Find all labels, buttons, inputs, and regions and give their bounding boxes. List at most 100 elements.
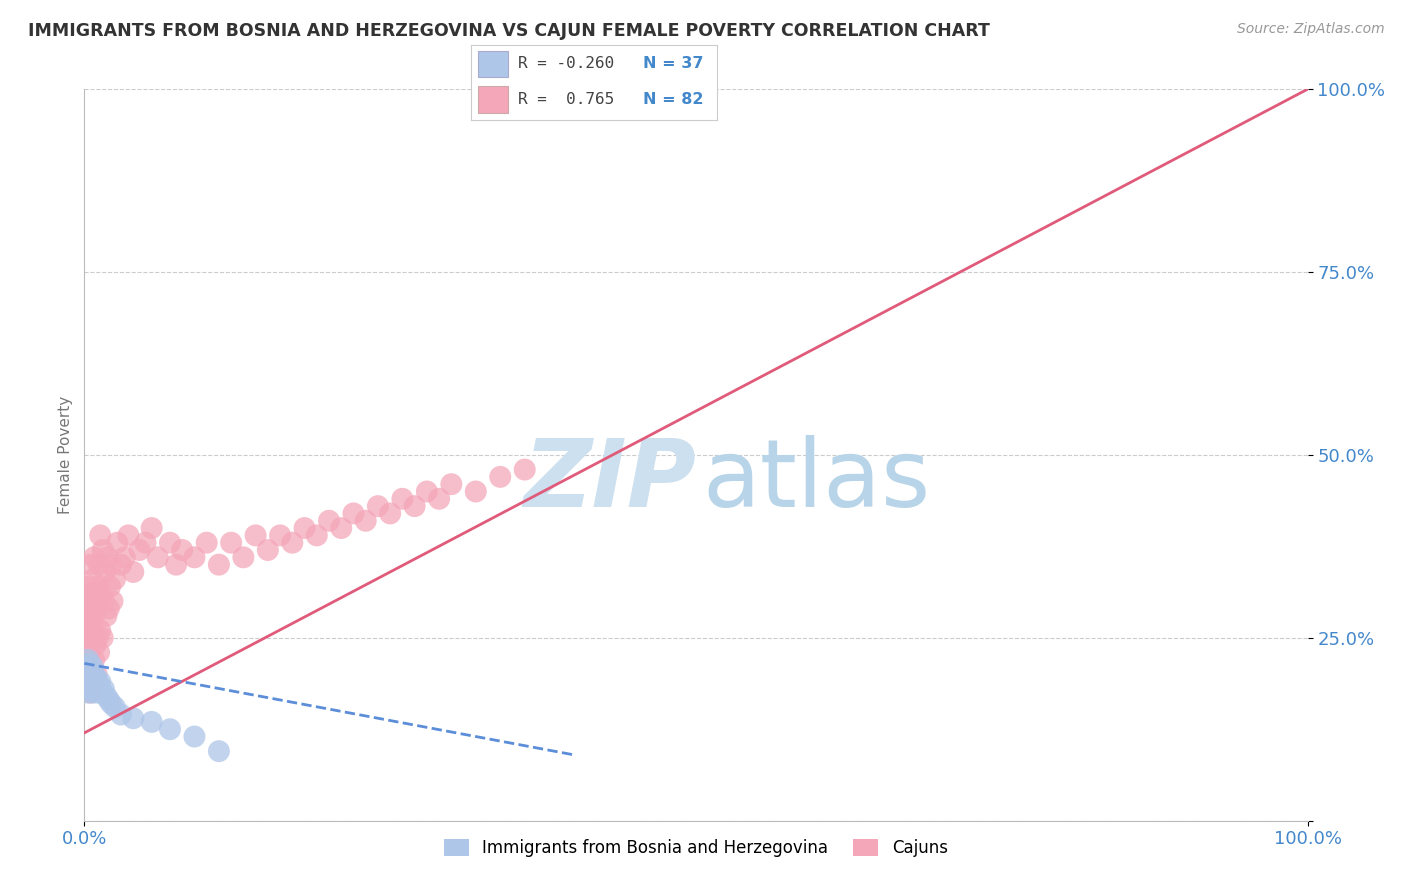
Point — [354, 514, 377, 528]
Point — [93, 594, 115, 608]
Point — [305, 528, 328, 542]
Point — [87, 645, 110, 659]
Legend: Immigrants from Bosnia and Herzegovina, Cajuns: Immigrants from Bosnia and Herzegovina, … — [437, 832, 955, 863]
Point — [367, 499, 389, 513]
Point — [82, 572, 104, 586]
Point — [97, 550, 120, 565]
Point — [96, 608, 118, 623]
Point — [97, 693, 120, 707]
Point — [232, 550, 254, 565]
Point — [94, 565, 117, 579]
Point — [79, 671, 101, 685]
Point — [219, 535, 242, 549]
Point — [513, 462, 536, 476]
Point — [104, 700, 127, 714]
Point — [83, 653, 105, 667]
Point — [110, 558, 132, 572]
Text: N = 82: N = 82 — [644, 92, 704, 107]
Point — [427, 491, 450, 506]
Point — [208, 558, 231, 572]
Text: IMMIGRANTS FROM BOSNIA AND HERZEGOVINA VS CAJUN FEMALE POVERTY CORRELATION CHART: IMMIGRANTS FROM BOSNIA AND HERZEGOVINA V… — [28, 22, 990, 40]
Point — [141, 714, 163, 729]
Point — [83, 674, 105, 689]
Point — [87, 631, 110, 645]
Point — [100, 697, 122, 711]
Point — [79, 558, 101, 572]
Point — [208, 744, 231, 758]
Point — [104, 572, 127, 586]
Point — [79, 638, 101, 652]
Point — [98, 580, 121, 594]
Point — [318, 514, 340, 528]
Point — [75, 653, 97, 667]
Point — [87, 678, 110, 692]
Point — [80, 616, 103, 631]
Point — [91, 543, 114, 558]
Point — [84, 587, 107, 601]
Point — [416, 484, 439, 499]
Point — [79, 681, 101, 696]
Bar — [478, 51, 508, 78]
Point — [84, 671, 107, 685]
Point — [82, 686, 104, 700]
Point — [330, 521, 353, 535]
Bar — [478, 87, 508, 112]
Point — [80, 660, 103, 674]
Point — [440, 477, 463, 491]
Point — [75, 671, 97, 685]
Point — [82, 660, 104, 674]
Point — [159, 535, 181, 549]
Text: ZIP: ZIP — [523, 434, 696, 526]
Point — [80, 667, 103, 681]
Point — [77, 667, 100, 681]
Point — [89, 674, 111, 689]
Point — [172, 543, 194, 558]
Point — [76, 631, 98, 645]
Point — [159, 723, 181, 737]
Point — [77, 681, 100, 696]
Point — [86, 671, 108, 685]
Point — [404, 499, 426, 513]
Point — [183, 550, 205, 565]
Point — [86, 601, 108, 615]
Point — [489, 470, 512, 484]
Point — [75, 671, 97, 685]
Point — [122, 711, 145, 725]
Point — [89, 624, 111, 638]
Point — [77, 667, 100, 681]
Point — [257, 543, 280, 558]
Point — [464, 484, 486, 499]
Point — [83, 550, 105, 565]
Point — [128, 543, 150, 558]
Point — [82, 624, 104, 638]
Text: N = 37: N = 37 — [644, 56, 704, 71]
Point — [195, 535, 218, 549]
Point — [76, 587, 98, 601]
Point — [79, 686, 101, 700]
Point — [183, 730, 205, 744]
Point — [245, 528, 267, 542]
Point — [135, 535, 157, 549]
Point — [91, 631, 114, 645]
Point — [77, 624, 100, 638]
Point — [391, 491, 413, 506]
Point — [269, 528, 291, 542]
Point — [77, 674, 100, 689]
Text: R = -0.260: R = -0.260 — [517, 56, 614, 71]
Point — [89, 528, 111, 542]
Point — [96, 690, 118, 704]
Text: R =  0.765: R = 0.765 — [517, 92, 614, 107]
Point — [83, 608, 105, 623]
Point — [86, 667, 108, 681]
Point — [141, 521, 163, 535]
Point — [77, 645, 100, 659]
Point — [76, 608, 98, 623]
Point — [87, 686, 110, 700]
Point — [97, 601, 120, 615]
Point — [77, 601, 100, 615]
Point — [146, 550, 169, 565]
Point — [93, 681, 115, 696]
Point — [76, 678, 98, 692]
Point — [342, 507, 364, 521]
Text: atlas: atlas — [702, 434, 931, 526]
